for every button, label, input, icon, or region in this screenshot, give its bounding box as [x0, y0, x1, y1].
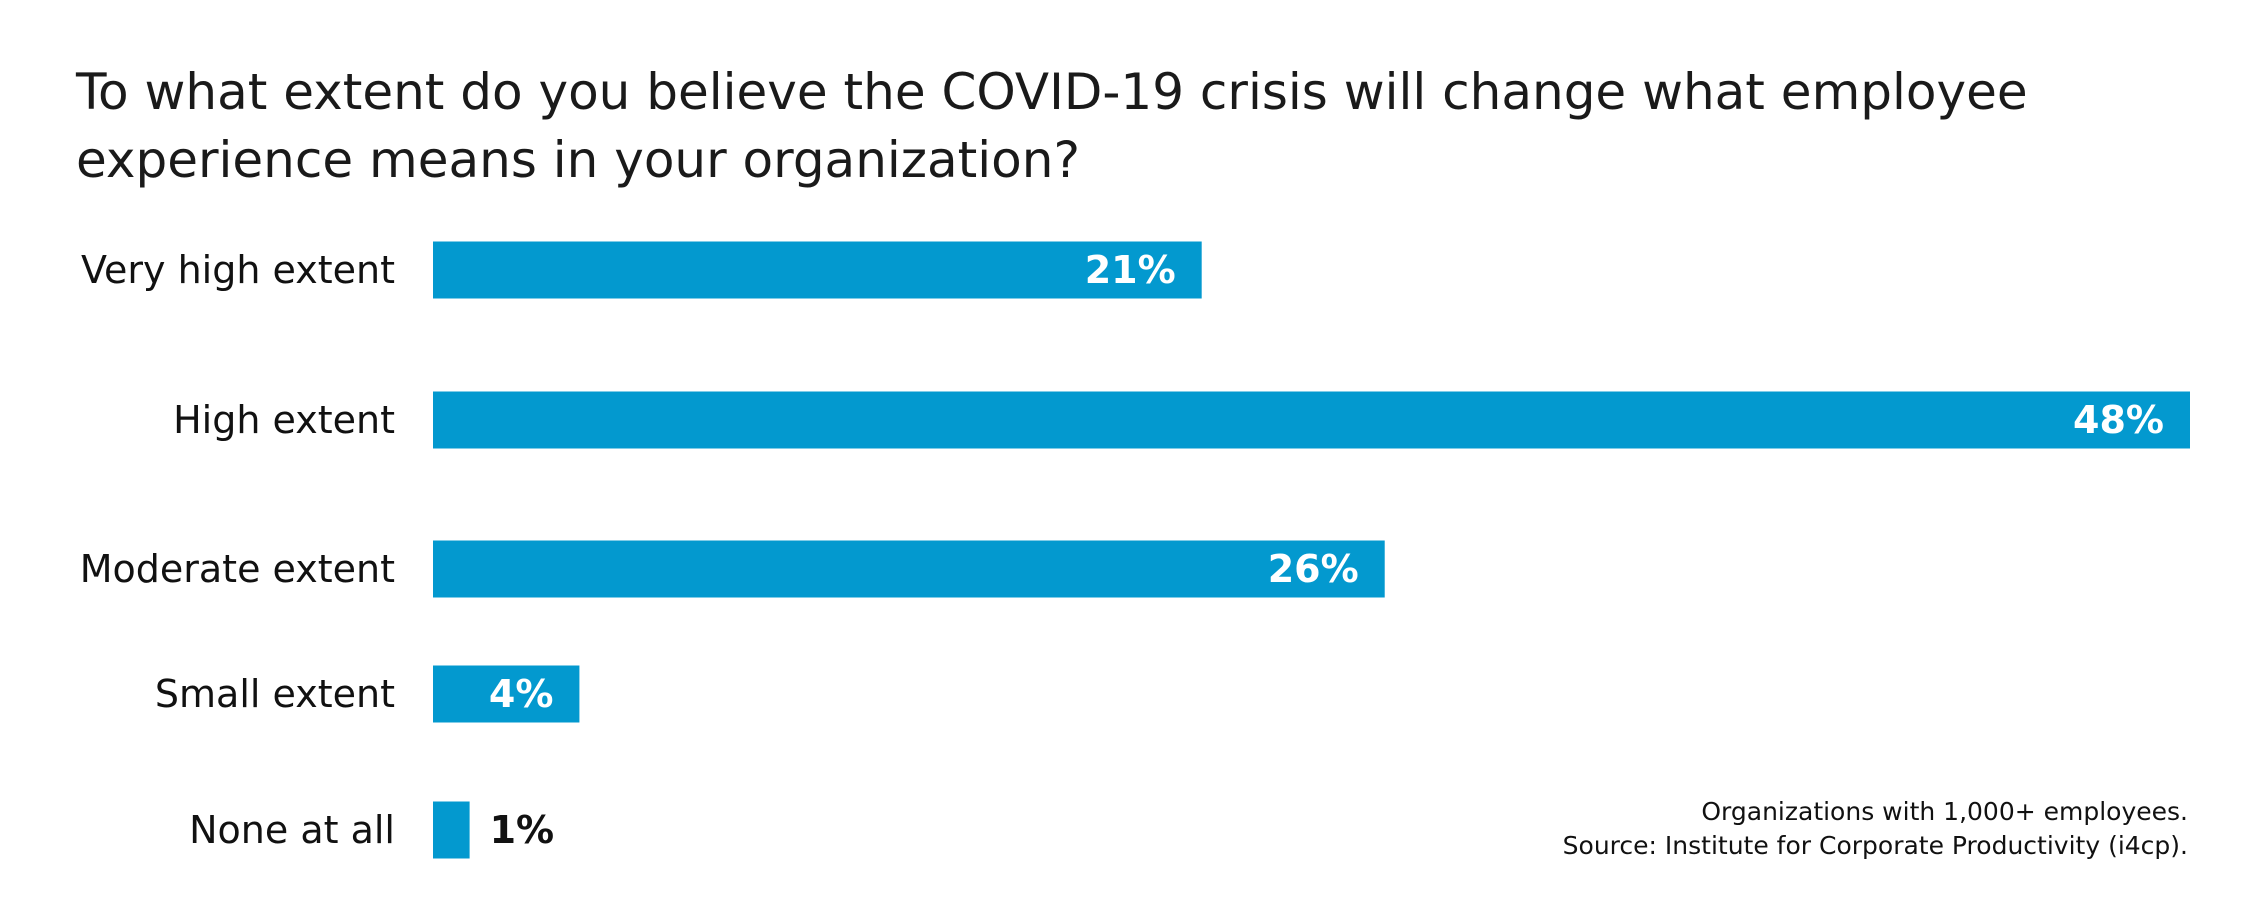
footnote-source: Source: Institute for Corporate Producti… [1562, 831, 2188, 860]
bar-very-high-extent [433, 241, 1202, 299]
bar-small-extent [433, 665, 580, 723]
value-label-moderate-extent: 26% [1268, 547, 1359, 591]
chart-title: To what extent do you believe the COVID-… [76, 63, 2028, 189]
value-label-very-high-extent: 21% [1085, 248, 1176, 292]
footnote-sample: Organizations with 1,000+ employees. [1701, 797, 2188, 826]
category-label-moderate-extent: Moderate extent [80, 547, 395, 591]
chart-footnote: Organizations with 1,000+ employees. Sou… [1563, 795, 2188, 863]
category-label-high-extent: High extent [173, 398, 395, 442]
value-label-small-extent: 4% [489, 672, 554, 716]
bar-high-extent [433, 391, 2190, 449]
category-label-none-at-all: None at all [189, 808, 395, 852]
bar-none-at-all [433, 801, 470, 859]
bar-moderate-extent [433, 540, 1385, 598]
value-label-none-at-all: 1% [490, 808, 555, 852]
category-label-very-high-extent: Very high extent [81, 248, 395, 292]
value-label-high-extent: 48% [2073, 398, 2164, 442]
category-label-small-extent: Small extent [155, 672, 395, 716]
